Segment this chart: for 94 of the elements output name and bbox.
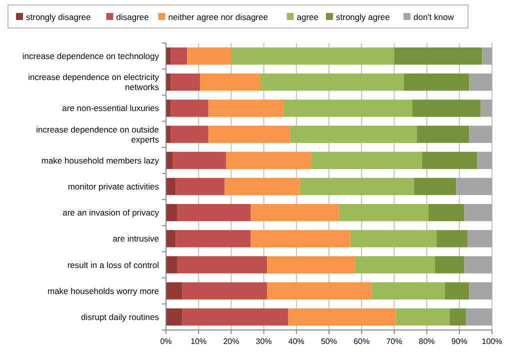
- bar: [482, 47, 492, 65]
- y-tick-label: make households worry more: [48, 286, 160, 296]
- bar: [170, 47, 188, 65]
- legend-label: disagree: [116, 12, 150, 22]
- y-tick-label: are an invasion of privacy: [62, 208, 160, 218]
- bar: [166, 230, 176, 248]
- legend-label: strongly disagree: [26, 12, 91, 22]
- bar: [468, 230, 492, 248]
- bar: [166, 152, 173, 170]
- bar: [283, 100, 412, 117]
- bar: [412, 100, 481, 117]
- legend-label: agree: [296, 12, 319, 22]
- x-tick-label: 10%: [190, 337, 207, 346]
- bar: [170, 74, 200, 91]
- bar: [371, 282, 445, 300]
- bar: [170, 126, 208, 143]
- bar: [172, 152, 226, 170]
- x-tick-label: 100%: [482, 337, 502, 346]
- x-tick-label: 90%: [451, 337, 468, 346]
- x-tick-label: 50%: [320, 337, 338, 346]
- bar: [434, 256, 464, 274]
- bar: [417, 126, 470, 143]
- bar: [166, 282, 182, 300]
- bar: [469, 282, 492, 300]
- x-tick-label: 70%: [386, 337, 402, 346]
- bar: [396, 308, 450, 326]
- bar: [422, 152, 478, 170]
- x-tick-label: 80%: [418, 337, 435, 346]
- x-tick-label: 20%: [223, 337, 240, 346]
- bar: [480, 100, 492, 117]
- bar: [469, 74, 492, 91]
- bar: [208, 100, 284, 117]
- bar: [444, 282, 470, 300]
- bar: [288, 308, 396, 326]
- bar: [208, 126, 290, 143]
- y-tick-label: disrupt daily routines: [81, 312, 159, 322]
- bar: [166, 256, 178, 274]
- bar: [226, 152, 312, 170]
- bar: [290, 126, 418, 143]
- bar: [166, 47, 171, 65]
- bar: [450, 308, 466, 326]
- bar: [456, 178, 492, 196]
- bar: [166, 100, 171, 117]
- y-tick-label: are non-essential luxuries: [62, 103, 159, 114]
- legend-label: strongly agree: [336, 12, 390, 22]
- bar: [224, 178, 300, 196]
- bar: [176, 230, 251, 248]
- x-tick-label: 60%: [354, 337, 370, 346]
- bar: [250, 204, 339, 222]
- bar: [466, 308, 492, 326]
- bar: [414, 178, 456, 196]
- y-tick-label: increase dependence on electricity networks: [28, 72, 160, 92]
- bar: [231, 47, 394, 65]
- bar: [177, 204, 251, 222]
- bar: [436, 230, 468, 248]
- y-tick-label: make household members lazy: [41, 155, 160, 166]
- bar: [338, 204, 428, 222]
- x-tick-label: 40%: [288, 337, 304, 346]
- y-tick-label: result in a loss of control: [67, 260, 160, 270]
- bar: [182, 282, 268, 300]
- bar: [404, 74, 470, 91]
- y-tick-label: increase dependence on technology: [22, 51, 160, 62]
- bar: [355, 256, 435, 274]
- bar: [267, 256, 356, 274]
- y-tick-label: are intrusive: [112, 234, 160, 244]
- bar: [166, 126, 171, 143]
- legend-label: don't know: [414, 12, 455, 22]
- bar: [350, 230, 437, 248]
- bar: [260, 74, 404, 91]
- bar: [170, 100, 208, 117]
- bar: [166, 308, 182, 326]
- bar: [394, 47, 482, 65]
- y-tick-label: monitor private activities: [68, 182, 159, 192]
- bar: [300, 178, 414, 196]
- y-tick-label: increase dependence on outside experts: [36, 124, 160, 144]
- x-tick-label: 30%: [256, 337, 272, 346]
- bar: [176, 178, 225, 196]
- bar: [464, 256, 492, 274]
- bar: [166, 204, 178, 222]
- bar: [200, 74, 261, 91]
- bar: [477, 152, 492, 170]
- bar: [311, 152, 422, 170]
- bar: [177, 256, 268, 274]
- bar: [182, 308, 288, 326]
- legend-label: neither agree nor disagree: [168, 12, 268, 22]
- bar: [250, 230, 350, 248]
- bar: [428, 204, 464, 222]
- bar: [469, 126, 492, 143]
- bar: [464, 204, 492, 222]
- x-tick-label: 0%: [160, 337, 172, 346]
- bar: [267, 282, 372, 300]
- bar: [187, 47, 232, 65]
- bar: [166, 178, 176, 196]
- bar: [166, 74, 171, 91]
